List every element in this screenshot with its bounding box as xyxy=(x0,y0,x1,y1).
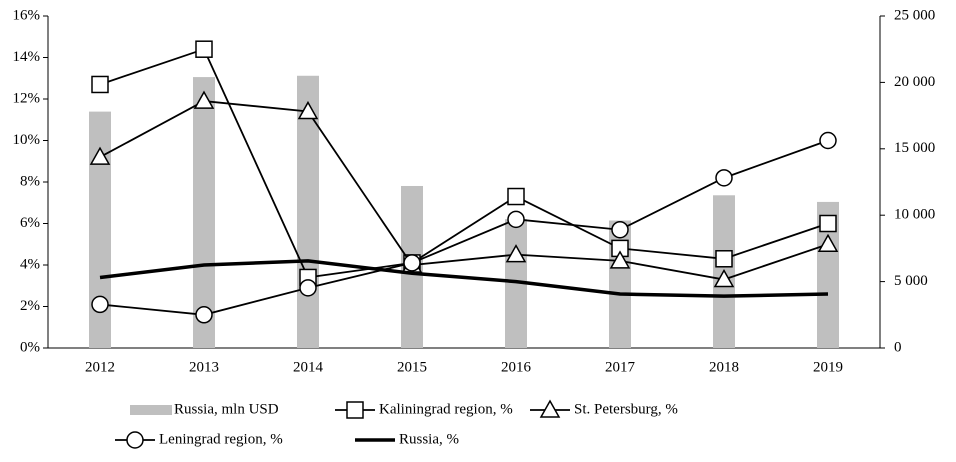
legend-label: Russia, % xyxy=(399,431,459,447)
x-tick-label: 2014 xyxy=(293,359,324,375)
point xyxy=(507,210,525,229)
point xyxy=(507,187,525,206)
legend-marker xyxy=(539,399,561,418)
line xyxy=(99,48,829,279)
bar xyxy=(817,201,839,348)
y-tick-label: 4% xyxy=(20,256,40,272)
y2-tick-label: 15 000 xyxy=(894,140,935,156)
point xyxy=(611,220,629,239)
legend-label: Kaliningrad region, % xyxy=(379,401,513,417)
y-tick-label: 12% xyxy=(13,90,41,106)
point xyxy=(195,306,213,324)
point xyxy=(403,254,421,272)
legend-label: Russia, mln USD xyxy=(174,401,279,417)
y-tick-label: 6% xyxy=(20,215,40,231)
x-tick-label: 2013 xyxy=(189,359,219,375)
legend-label: Leningrad region, % xyxy=(159,431,283,447)
y-tick-label: 16% xyxy=(13,7,41,23)
point xyxy=(299,279,317,297)
point xyxy=(89,146,111,165)
x-tick-label: 2015 xyxy=(397,359,427,375)
point xyxy=(817,233,839,252)
line xyxy=(99,259,829,298)
x-tick-label: 2017 xyxy=(605,359,636,375)
point xyxy=(91,75,109,94)
y-tick-label: 2% xyxy=(20,298,40,314)
point xyxy=(715,250,733,268)
x-tick-label: 2012 xyxy=(85,359,115,375)
line xyxy=(99,100,829,281)
y2-tick-label: 5 000 xyxy=(894,273,928,289)
point xyxy=(713,268,735,288)
bar xyxy=(89,111,111,348)
y-tick-label: 0% xyxy=(20,339,40,355)
point xyxy=(193,90,215,109)
bar xyxy=(609,220,631,348)
bar xyxy=(193,77,215,348)
point xyxy=(297,100,319,120)
point xyxy=(609,250,631,269)
bar xyxy=(505,219,527,348)
y2-tick-label: 0 xyxy=(894,339,902,355)
legend-label: St. Petersburg, % xyxy=(574,401,678,417)
point xyxy=(819,214,837,233)
y2-tick-label: 25 000 xyxy=(894,7,935,23)
y2-tick-label: 20 000 xyxy=(894,74,935,90)
legend-marker xyxy=(126,431,144,449)
y-tick-label: 8% xyxy=(20,173,40,189)
y2-tick-label: 10 000 xyxy=(894,207,935,223)
point xyxy=(195,40,213,58)
point xyxy=(91,295,109,314)
x-tick-label: 2019 xyxy=(813,359,843,375)
point xyxy=(819,131,837,150)
x-tick-label: 2016 xyxy=(501,359,532,375)
legend-marker xyxy=(346,401,364,419)
legend-swatch xyxy=(130,405,172,415)
point xyxy=(505,244,527,263)
point xyxy=(715,169,733,187)
x-tick-label: 2018 xyxy=(709,359,739,375)
line xyxy=(99,139,829,316)
y-tick-label: 10% xyxy=(13,132,41,148)
y-tick-label: 14% xyxy=(13,49,41,65)
